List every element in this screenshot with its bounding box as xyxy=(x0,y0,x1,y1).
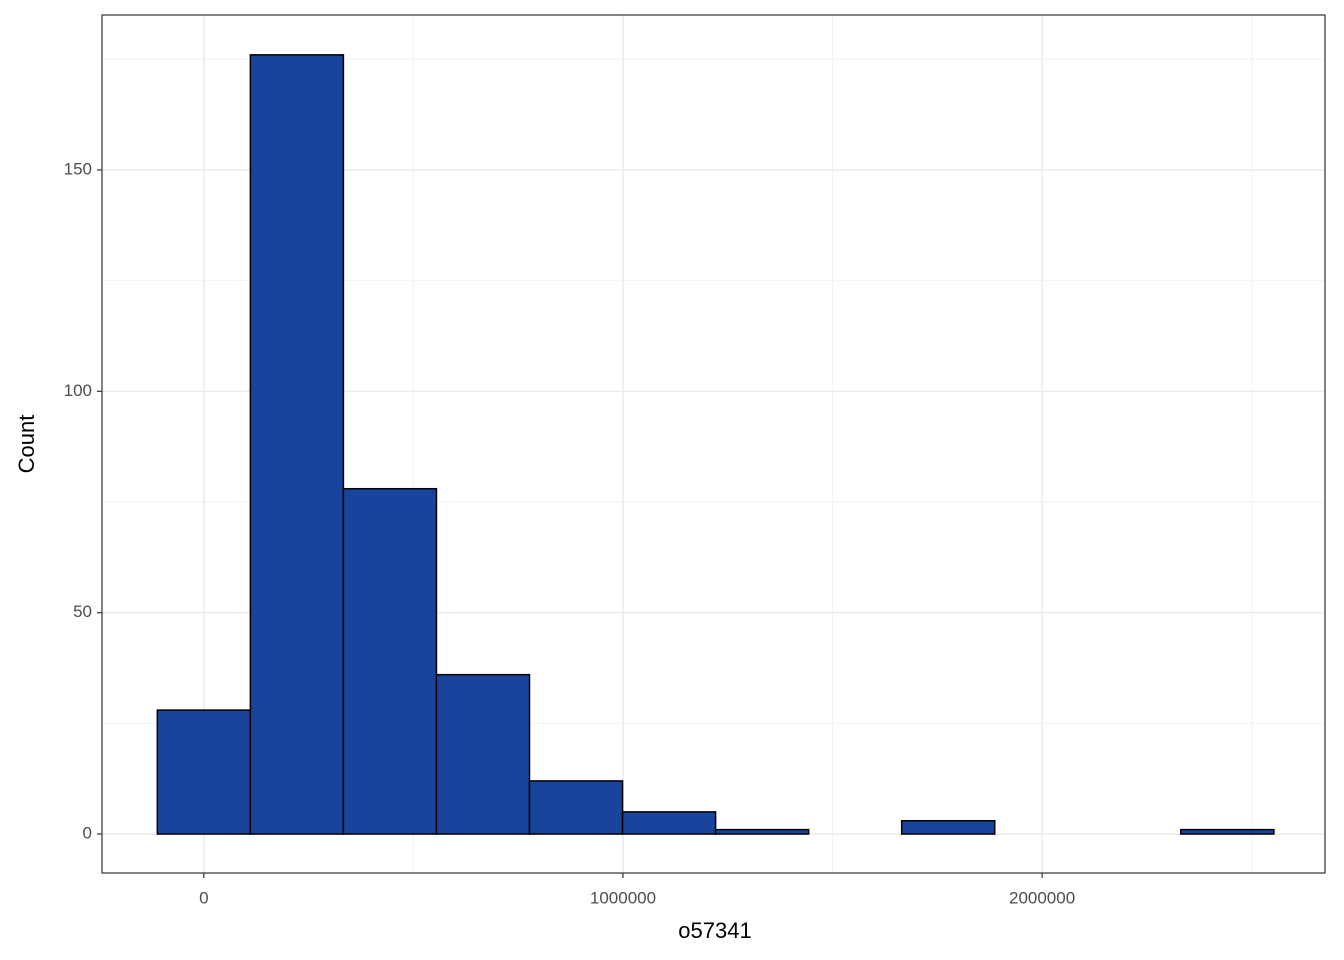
bar xyxy=(249,54,345,835)
bar xyxy=(714,828,810,835)
bar xyxy=(528,780,624,835)
bar xyxy=(1180,828,1275,835)
y-axis-title: Count xyxy=(14,415,39,474)
bar xyxy=(156,709,252,835)
y-tick-label: 50 xyxy=(73,602,92,621)
bar xyxy=(342,487,438,835)
y-tick-label: 0 xyxy=(83,824,92,843)
x-tick-label: 1000000 xyxy=(590,888,656,907)
bar xyxy=(900,820,996,835)
y-tick-label: 100 xyxy=(64,381,92,400)
y-tick-label: 150 xyxy=(64,159,92,178)
bar xyxy=(435,673,531,835)
x-axis-title: o57341 xyxy=(678,918,751,943)
plot-border xyxy=(101,14,1326,874)
bar xyxy=(621,811,717,835)
x-tick-label: 0 xyxy=(199,888,208,907)
x-tick-label: 2000000 xyxy=(1009,888,1075,907)
